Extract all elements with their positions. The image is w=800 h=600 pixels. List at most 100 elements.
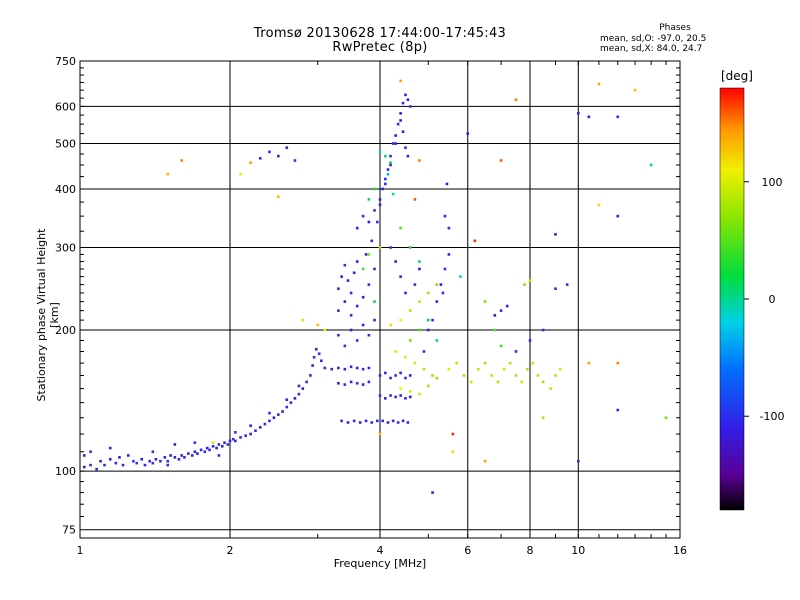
data-point	[389, 246, 392, 249]
data-point	[408, 374, 412, 377]
data-point	[163, 456, 167, 459]
data-point	[408, 395, 412, 399]
data-point	[394, 142, 397, 145]
data-point	[406, 98, 410, 102]
data-point	[121, 463, 125, 467]
colorbar-layer: 100 0 -100	[719, 87, 784, 511]
data-point	[389, 154, 392, 158]
data-point	[378, 374, 382, 377]
data-point	[193, 441, 197, 444]
data-point	[317, 352, 321, 356]
data-point	[664, 416, 668, 420]
data-point	[401, 130, 405, 133]
data-point	[649, 163, 653, 167]
data-point	[451, 432, 455, 436]
data-point	[431, 491, 434, 494]
data-point	[166, 172, 170, 176]
data-point	[418, 267, 421, 271]
data-point	[297, 384, 301, 388]
data-point	[343, 383, 347, 386]
data-point	[373, 209, 376, 212]
data-point	[490, 374, 493, 377]
data-point	[217, 454, 221, 457]
data-point	[384, 371, 387, 375]
data-point	[234, 439, 237, 443]
data-point	[587, 361, 591, 365]
data-point	[435, 339, 439, 342]
y-tick-label: 100	[55, 465, 76, 478]
data-point	[309, 374, 312, 377]
x-tick-label: 4	[377, 544, 384, 557]
data-point	[226, 443, 230, 446]
data-point	[597, 203, 601, 207]
data-point	[180, 454, 184, 457]
x-tick-label: 8	[527, 544, 534, 557]
data-point	[203, 450, 207, 454]
data-point	[597, 82, 601, 86]
data-point	[549, 387, 552, 390]
data-point	[373, 187, 376, 191]
data-point	[404, 355, 407, 359]
data-point	[343, 300, 347, 303]
data-point	[217, 443, 221, 446]
data-point	[154, 457, 158, 461]
data-point	[389, 323, 392, 327]
data-point	[346, 279, 350, 282]
data-point	[349, 314, 353, 317]
x-tick-label: 16	[673, 544, 687, 557]
data-point	[140, 457, 144, 461]
data-point	[525, 367, 529, 371]
data-point	[384, 177, 387, 181]
data-point	[281, 410, 284, 413]
data-point	[408, 105, 412, 108]
data-point	[391, 419, 395, 423]
data-point	[616, 408, 620, 412]
data-point	[173, 456, 177, 459]
data-point	[337, 381, 340, 385]
data-point	[565, 283, 569, 286]
data-point	[558, 367, 562, 371]
data-point	[254, 429, 257, 432]
data-point	[244, 434, 247, 438]
data-point	[108, 457, 112, 461]
data-point	[193, 450, 197, 454]
data-point	[541, 380, 545, 384]
data-point	[404, 376, 407, 380]
data-point	[399, 394, 402, 397]
data-point	[576, 459, 580, 463]
data-point	[505, 304, 509, 308]
data-point	[536, 374, 540, 377]
data-point	[355, 304, 359, 308]
data-point	[289, 401, 293, 404]
data-point	[361, 295, 365, 299]
data-point	[263, 422, 267, 426]
grid-layer	[80, 61, 680, 538]
data-point	[413, 361, 417, 365]
data-point	[391, 142, 395, 145]
data-point	[355, 260, 359, 263]
colorbar-unit: [deg]	[721, 69, 753, 83]
data-point	[151, 450, 155, 454]
data-point	[272, 416, 276, 420]
data-point	[258, 426, 262, 429]
data-point	[389, 376, 392, 380]
data-point	[401, 101, 405, 105]
data-point	[337, 333, 340, 337]
data-point	[337, 366, 340, 370]
phase-stats-o: mean, sd,O: -97.0, 20.5	[600, 33, 707, 44]
data-point	[187, 452, 190, 455]
data-point	[234, 431, 237, 434]
data-point	[231, 437, 235, 441]
data-point	[384, 397, 387, 400]
y-axis-label: Stationary phase Virtual Height [km]	[35, 228, 61, 402]
data-point	[418, 300, 421, 303]
data-point	[173, 443, 177, 446]
data-point	[349, 291, 353, 295]
data-point	[394, 134, 397, 137]
data-point	[384, 182, 387, 186]
data-point	[378, 394, 382, 397]
data-point	[166, 463, 170, 467]
data-point	[554, 233, 557, 236]
data-point	[361, 383, 365, 386]
